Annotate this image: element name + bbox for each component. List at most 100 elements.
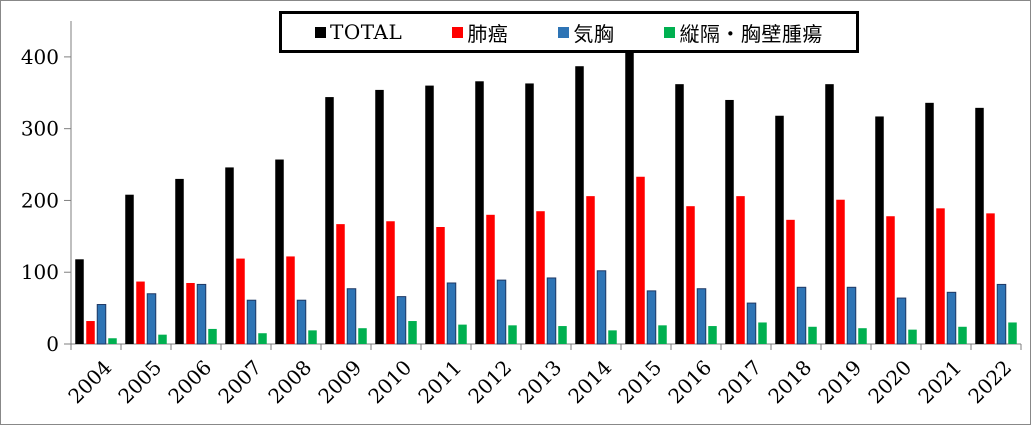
legend-swatch-lung-cancer <box>452 26 464 38</box>
bar-series-1-2006 <box>186 282 195 344</box>
x-tick-label: 2009 <box>313 355 366 408</box>
x-tick-label: 2016 <box>663 355 716 408</box>
bar-series-3-2006 <box>208 328 217 344</box>
bar-series-2-2021 <box>946 291 957 345</box>
bar-series-0-2017 <box>725 99 734 344</box>
bar-series-3-2015 <box>658 325 667 344</box>
bar-series-3-2010 <box>408 321 417 344</box>
bar-series-1-2021 <box>936 208 945 344</box>
bar-series-0-2013 <box>525 83 534 345</box>
bar-series-1-2004 <box>86 321 95 344</box>
x-tick-label: 2006 <box>163 355 216 408</box>
bar-series-0-2015 <box>625 49 634 344</box>
bar-series-1-2013 <box>536 211 545 344</box>
bar-series-0-2021 <box>925 102 934 345</box>
x-tick-label: 2021 <box>913 355 966 408</box>
bar-series-3-2014 <box>608 330 617 344</box>
bar-series-0-2014 <box>575 66 584 344</box>
y-tick-label: 300 <box>21 117 59 141</box>
bar-series-1-2008 <box>286 256 295 344</box>
x-tick-label: 2012 <box>463 355 516 408</box>
bar-series-0-2006 <box>175 178 184 344</box>
bar-series-0-2005 <box>125 194 134 344</box>
bar-series-3-2022 <box>1008 322 1017 344</box>
legend-label-lung-cancer: 肺癌 <box>467 21 509 46</box>
bar-series-3-2012 <box>508 325 517 344</box>
legend-swatch-mediastinal-tumor <box>664 26 676 38</box>
bar-series-1-2009 <box>336 224 345 344</box>
x-tick-label: 2017 <box>713 355 766 408</box>
bar-series-3-2011 <box>458 324 467 344</box>
bar-series-1-2022 <box>986 213 995 344</box>
bar-series-2-2008 <box>296 299 307 345</box>
bar-series-0-2008 <box>275 159 284 344</box>
x-tick-label: 2004 <box>63 355 116 408</box>
bar-series-3-2009 <box>358 328 367 344</box>
bar-series-3-2017 <box>758 322 767 344</box>
bar-series-2-2022 <box>996 283 1007 345</box>
legend-label-pneumothorax: 気胸 <box>573 21 615 46</box>
x-tick-label: 2011 <box>413 355 466 408</box>
bar-series-2-2020 <box>896 297 907 345</box>
bar-series-2-2011 <box>446 282 457 345</box>
bar-series-0-2012 <box>475 81 484 344</box>
bar-series-3-2005 <box>158 334 167 344</box>
bar-series-2-2007 <box>246 299 257 345</box>
bar-series-1-2007 <box>236 258 245 344</box>
bar-series-3-2013 <box>558 326 567 344</box>
bar-series-1-2012 <box>486 214 495 344</box>
bar-series-0-2009 <box>325 97 334 344</box>
bar-series-3-2021 <box>958 326 967 344</box>
bar-series-1-2019 <box>836 199 845 344</box>
y-tick-label: 200 <box>21 188 59 212</box>
x-tick-label: 2014 <box>563 355 616 408</box>
legend-swatch-total <box>315 26 327 38</box>
legend: TOTAL 肺癌 気胸 縦隔・胸壁腫瘍 <box>279 11 859 53</box>
bar-series-2-2016 <box>696 288 707 345</box>
x-tick-label: 2022 <box>963 355 1016 408</box>
bar-series-3-2008 <box>308 330 317 344</box>
bar-series-1-2010 <box>386 221 395 344</box>
bar-series-3-2018 <box>808 326 817 344</box>
bar-series-3-2004 <box>108 338 117 344</box>
x-tick-label: 2020 <box>863 355 916 408</box>
bar-series-0-2004 <box>75 259 84 344</box>
x-tick-label: 2013 <box>513 355 566 408</box>
bar-series-1-2005 <box>136 281 145 344</box>
y-tick-label: 100 <box>21 260 59 284</box>
bar-series-2-2012 <box>496 279 507 345</box>
legend-item-total: TOTAL <box>315 20 402 44</box>
legend-swatch-pneumothorax <box>558 26 570 38</box>
bar-series-0-2018 <box>775 115 784 344</box>
bar-series-1-2016 <box>686 206 695 344</box>
bar-series-3-2019 <box>858 328 867 344</box>
x-tick-label: 2008 <box>263 355 316 408</box>
bar-series-2-2006 <box>196 283 207 345</box>
bar-series-2-2010 <box>396 296 407 345</box>
bar-series-0-2019 <box>825 84 834 345</box>
bar-series-2-2018 <box>796 286 807 345</box>
bar-series-2-2009 <box>346 288 357 345</box>
bar-series-0-2020 <box>875 116 884 344</box>
legend-item-pneumothorax: 気胸 <box>558 18 614 47</box>
legend-label-mediastinal-tumor: 縦隔・胸壁腫瘍 <box>679 21 823 46</box>
bar-series-1-2020 <box>886 216 895 344</box>
bar-series-2-2017 <box>746 302 757 345</box>
bar-series-2-2015 <box>646 290 657 345</box>
bar-series-2-2014 <box>596 270 607 345</box>
x-tick-label: 2019 <box>813 355 866 408</box>
bar-series-3-2016 <box>708 326 717 344</box>
bar-series-0-2022 <box>975 107 984 345</box>
bar-series-2-2019 <box>846 286 857 345</box>
x-tick-label: 2007 <box>213 355 266 408</box>
bar-series-1-2011 <box>436 227 445 344</box>
bar-series-1-2017 <box>736 196 745 344</box>
y-tick-label: 400 <box>21 45 59 69</box>
bar-series-2-2004 <box>96 304 107 345</box>
legend-item-lung-cancer: 肺癌 <box>452 18 508 47</box>
bar-series-2-2005 <box>146 293 157 345</box>
y-tick-label: 0 <box>46 332 59 356</box>
bar-series-0-2007 <box>225 167 234 344</box>
